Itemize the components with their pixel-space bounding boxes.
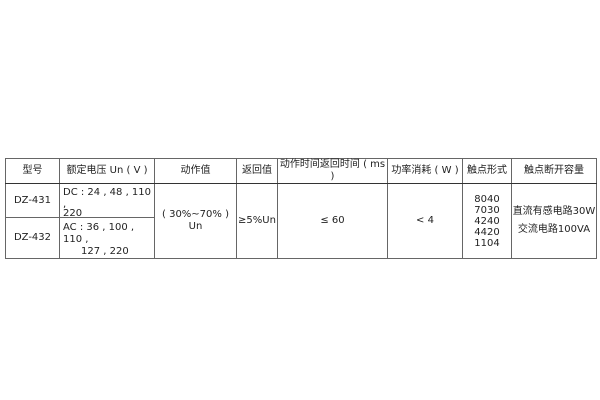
table-row: DZ-431 DC : 24 , 48 , 110 , 220 ( 30%~70… bbox=[5, 183, 597, 259]
time-cell: ≤ 60 bbox=[277, 183, 388, 259]
voltage-line2: 127 , 220 bbox=[81, 246, 129, 257]
capacity-cell: 直流有感电路30W 交流电路100VA bbox=[511, 183, 597, 259]
header-contacts: 触点形式 bbox=[462, 158, 512, 184]
model-cell: DZ-431 bbox=[5, 183, 60, 218]
header-time: 动作时间返回时间 ( ms ) bbox=[277, 158, 388, 184]
voltage-line1: DC : 24 , 48 , 110 , bbox=[63, 187, 152, 210]
contact-item: 7030 bbox=[474, 204, 500, 216]
voltage-line2: 220 bbox=[63, 208, 83, 219]
voltage-line1: AC : 36 , 100 , 110 , bbox=[63, 222, 135, 245]
header-row: 型号 额定电压 Un ( V ) 动作值 返回值 动作时间返回时间 ( ms )… bbox=[5, 158, 597, 184]
power-cell: < 4 bbox=[387, 183, 463, 259]
header-power: 功率消耗 ( W ) bbox=[387, 158, 463, 184]
model-cell: DZ-432 bbox=[5, 217, 60, 259]
table-row: DZ-432 AC : 36 , 100 , 110 , 127 , 220 bbox=[5, 217, 597, 259]
voltage-cell: AC : 36 , 100 , 110 , 127 , 220 bbox=[59, 217, 155, 259]
header-return-value: 返回值 bbox=[236, 158, 278, 184]
capacity-ac: 交流电路100VA bbox=[517, 224, 591, 235]
header-operate-value: 动作值 bbox=[154, 158, 237, 184]
header-model: 型号 bbox=[5, 158, 60, 184]
contact-item: 4240 bbox=[474, 215, 500, 227]
contacts-cell: 8040 7030 4240 4420 1104 bbox=[462, 183, 512, 259]
contact-item: 1104 bbox=[474, 237, 500, 249]
spec-table: 型号 额定电压 Un ( V ) 动作值 返回值 动作时间返回时间 ( ms )… bbox=[5, 158, 597, 259]
capacity-dc: 直流有感电路30W bbox=[512, 206, 596, 217]
contact-item: 4420 bbox=[474, 226, 500, 238]
header-voltage: 额定电压 Un ( V ) bbox=[59, 158, 155, 184]
contact-item: 8040 bbox=[474, 193, 500, 205]
header-capacity: 触点断开容量 bbox=[511, 158, 597, 184]
return-value-cell: ≥5%Un bbox=[236, 183, 278, 259]
voltage-cell: DC : 24 , 48 , 110 , 220 bbox=[59, 183, 155, 219]
operate-value-cell: ( 30%~70% ) Un bbox=[154, 183, 237, 259]
